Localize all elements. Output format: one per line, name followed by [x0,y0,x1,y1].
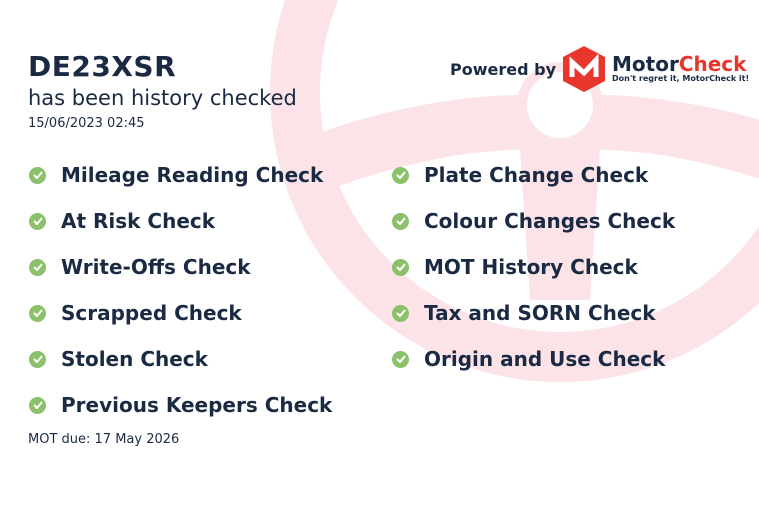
check-icon [29,350,46,368]
powered-by: Powered by [450,60,556,79]
check-icon [29,258,46,276]
subtitle: has been history checked [28,86,297,110]
check-label: MOT History Check [424,255,638,279]
check-item: Write-Offs Check [29,244,332,290]
check-label: Scrapped Check [61,301,242,325]
check-label: Colour Changes Check [424,209,676,233]
check-item: Origin and Use Check [392,336,675,382]
check-item: Tax and SORN Check [392,290,675,336]
check-icon [392,350,409,368]
check-datetime: 15/06/2023 02:45 [28,116,145,131]
check-label: Mileage Reading Check [61,163,324,187]
check-icon [29,166,46,184]
check-label: Origin and Use Check [424,347,666,371]
check-item: At Risk Check [29,198,332,244]
brand-tagline: Don't regret it, MotorCheck it! [612,74,750,83]
registration: DE23XSR [28,50,177,83]
check-label: Write-Offs Check [61,255,251,279]
motorcheck-logo-icon [563,46,605,92]
check-item: Scrapped Check [29,290,332,336]
check-label: Stolen Check [61,347,208,371]
mot-due: MOT due: 17 May 2026 [28,432,180,447]
check-icon [29,396,46,414]
check-icon [29,212,46,230]
brand-part2: Check [678,52,747,76]
check-label: Plate Change Check [424,163,649,187]
check-icon [29,304,46,322]
check-item: Previous Keepers Check [29,382,332,428]
check-item: Mileage Reading Check [29,152,332,198]
right-check-list: Plate Change Check Colour Changes Check … [392,152,675,382]
check-icon [392,258,409,276]
check-icon [392,212,409,230]
check-icon [392,166,409,184]
check-icon [392,304,409,322]
check-item: MOT History Check [392,244,675,290]
check-label: At Risk Check [61,209,216,233]
left-check-list: Mileage Reading Check At Risk Check Writ… [29,152,332,428]
check-label: Tax and SORN Check [424,301,656,325]
check-item: Plate Change Check [392,152,675,198]
check-item: Stolen Check [29,336,332,382]
brand-part1: Motor [612,52,679,76]
check-label: Previous Keepers Check [61,393,333,417]
brand-name: MotorCheck [612,52,746,76]
check-item: Colour Changes Check [392,198,675,244]
